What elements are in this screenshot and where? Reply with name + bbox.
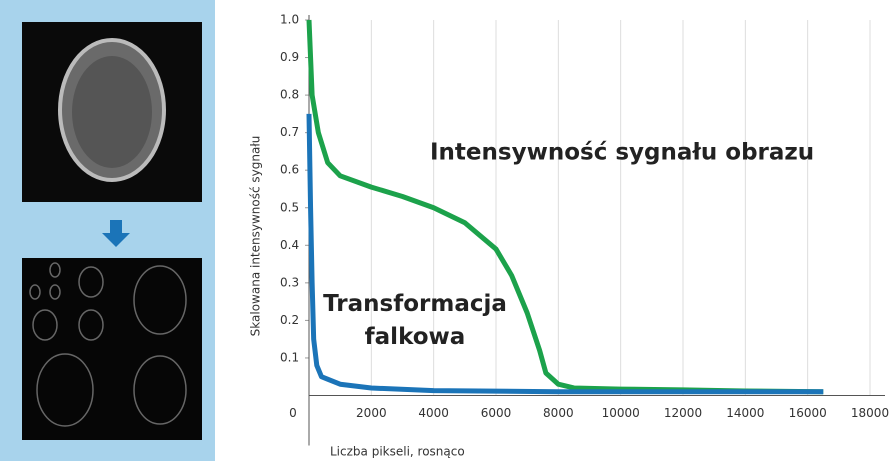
y-tick-label: 0.5: [280, 200, 299, 214]
x-tick-label: 2000: [356, 406, 387, 420]
y-tick-label: 0.6: [280, 163, 299, 177]
arrow: [110, 220, 122, 234]
x-tick-label: 6000: [481, 406, 512, 420]
x-tick-label: 14000: [726, 406, 764, 420]
x-tick-label: 16000: [789, 406, 827, 420]
x-tick-label: 8000: [543, 406, 574, 420]
x-tick-label: 4000: [418, 406, 449, 420]
x-tick-label: 12000: [664, 406, 702, 420]
series-label: Transformacja falkowa: [320, 288, 510, 354]
page: Liczba pikseli, rosnąco Skalowana intens…: [0, 0, 896, 461]
x-axis-label: Liczba pikseli, rosnąco: [330, 445, 465, 459]
y-tick-label: 1.0: [280, 13, 299, 27]
y-axis-label: Skalowana intensywność sygnału: [249, 136, 263, 337]
y-tick-label: 0.8: [280, 88, 299, 102]
chart: Liczba pikseli, rosnąco Skalowana intens…: [0, 0, 896, 461]
x-tick-label: 0: [289, 406, 297, 420]
y-tick-label: 0.3: [280, 275, 299, 289]
wavelet-image: [22, 258, 202, 440]
y-tick-label: 0.1: [280, 350, 299, 364]
y-tick-label: 0.7: [280, 125, 299, 139]
y-tick-label: 0.2: [280, 313, 299, 327]
y-tick-label: 0.9: [280, 50, 299, 64]
x-tick-label: 18000: [851, 406, 889, 420]
y-tick-label: 0.4: [280, 238, 299, 252]
series-label: Intensywność sygnału obrazu: [430, 140, 814, 166]
brain-inner: [72, 56, 152, 168]
x-tick-label: 10000: [602, 406, 640, 420]
